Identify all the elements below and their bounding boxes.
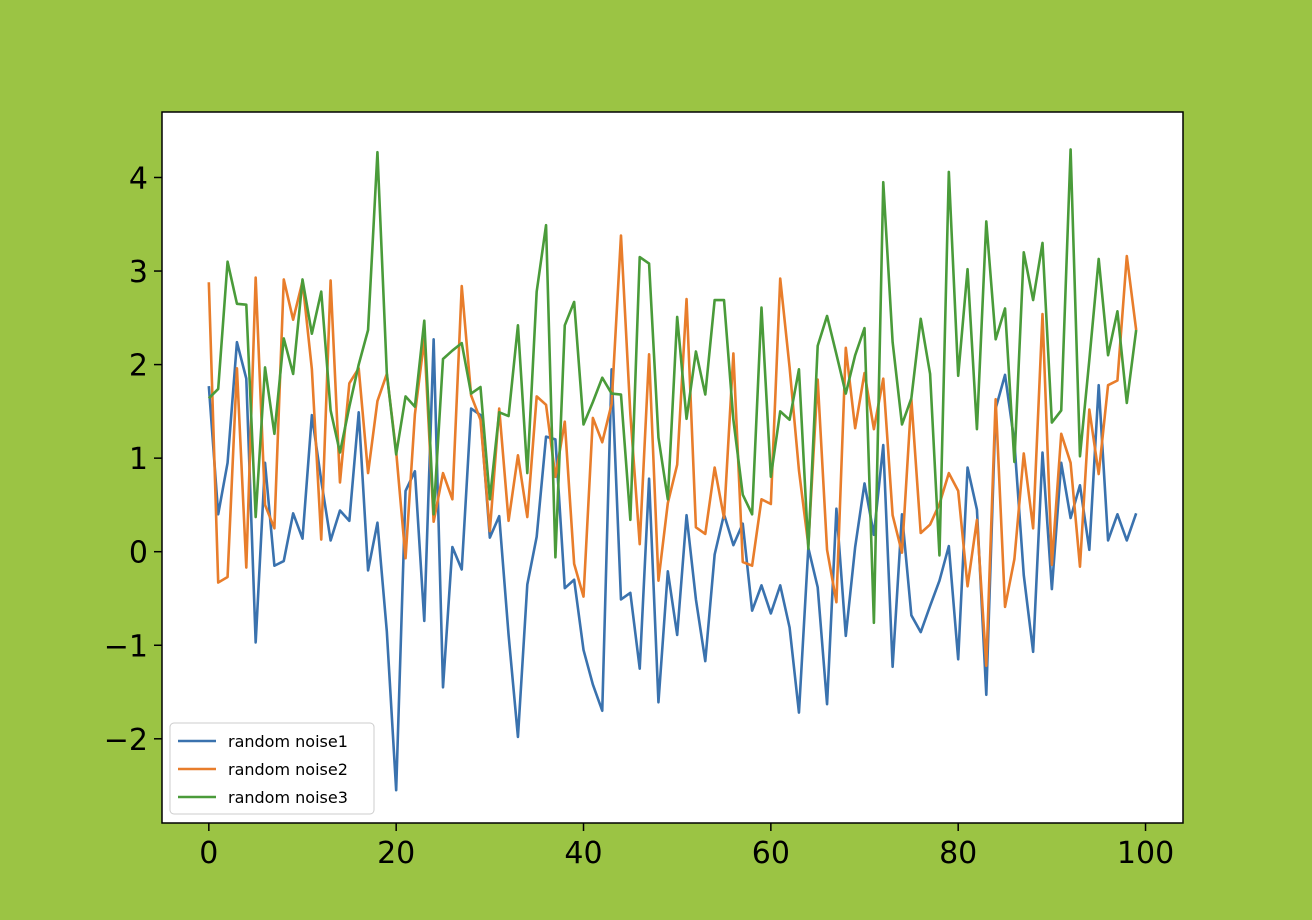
y-tick-label: 3 [129,255,148,290]
x-tick-label: 80 [939,836,977,871]
legend-box [169,722,375,815]
x-axis: 0 20 40 60 80 100 [199,823,1174,871]
y-tick-label: 1 [129,442,148,477]
legend-label-2: random noise2 [228,760,348,779]
y-tick-label: −1 [104,629,148,664]
x-tick-label: 100 [1117,836,1174,871]
legend-label-3: random noise3 [228,788,348,807]
x-tick-label: 20 [377,836,415,871]
x-tick-label: 60 [752,836,790,871]
x-tick-label: 0 [199,836,218,871]
plot-frame [161,111,1184,824]
series-line-3 [207,148,1138,625]
series-layer [207,148,1138,792]
legend: random noise1 random noise2 random noise3 [169,722,375,815]
y-tick-label: 0 [129,536,148,571]
y-tick-label: −2 [104,723,148,758]
series-line-2 [207,234,1138,668]
plot-area [162,112,1183,823]
legend-label-1: random noise1 [228,732,348,751]
y-axis: −2 −1 0 1 2 3 4 [104,161,162,758]
y-tick-label: 2 [129,349,148,384]
y-tick-label: 4 [129,161,148,196]
x-tick-label: 40 [564,836,602,871]
